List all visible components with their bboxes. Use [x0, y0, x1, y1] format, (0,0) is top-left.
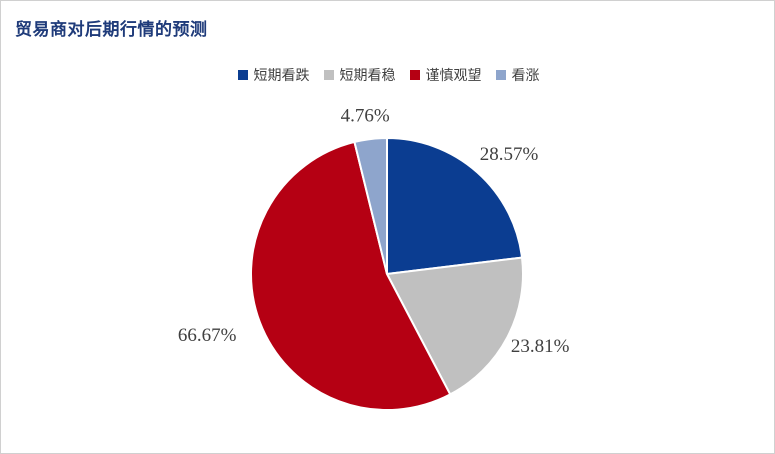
legend-item-2: 谨慎观望	[409, 65, 482, 85]
pie-slice-2	[250, 140, 452, 411]
pie-slice-3	[353, 136, 388, 275]
data-label-3: 4.76%	[341, 106, 390, 127]
legend-swatch-1	[323, 70, 334, 80]
legend-label-3: 看涨	[511, 68, 540, 84]
legend-swatch-3	[495, 70, 506, 80]
legend-label-1: 短期看稳	[339, 68, 396, 84]
legend-item-0: 短期看跌	[237, 65, 310, 85]
legend-swatch-2	[409, 70, 420, 80]
pie-slice-0	[386, 136, 524, 276]
legend-label-0: 短期看跌	[253, 68, 310, 84]
chart-title: 贸易商对后期行情的预测	[15, 20, 208, 40]
pie-slices	[250, 136, 524, 411]
legend-item-1: 短期看稳	[323, 65, 396, 85]
pie-slice-1	[385, 256, 524, 396]
data-label-0: 28.57%	[480, 144, 539, 165]
data-label-2: 66.67%	[178, 325, 237, 346]
legend-item-3: 看涨	[495, 65, 540, 85]
pie-data-labels: 28.57% 23.81% 66.67% 4.76%	[178, 106, 570, 357]
legend: 短期看跌 短期看稳 谨慎观望 看涨	[1, 65, 775, 85]
legend-label-2: 谨慎观望	[425, 68, 482, 84]
legend-swatch-0	[237, 70, 248, 80]
data-label-1: 23.81%	[511, 336, 570, 357]
